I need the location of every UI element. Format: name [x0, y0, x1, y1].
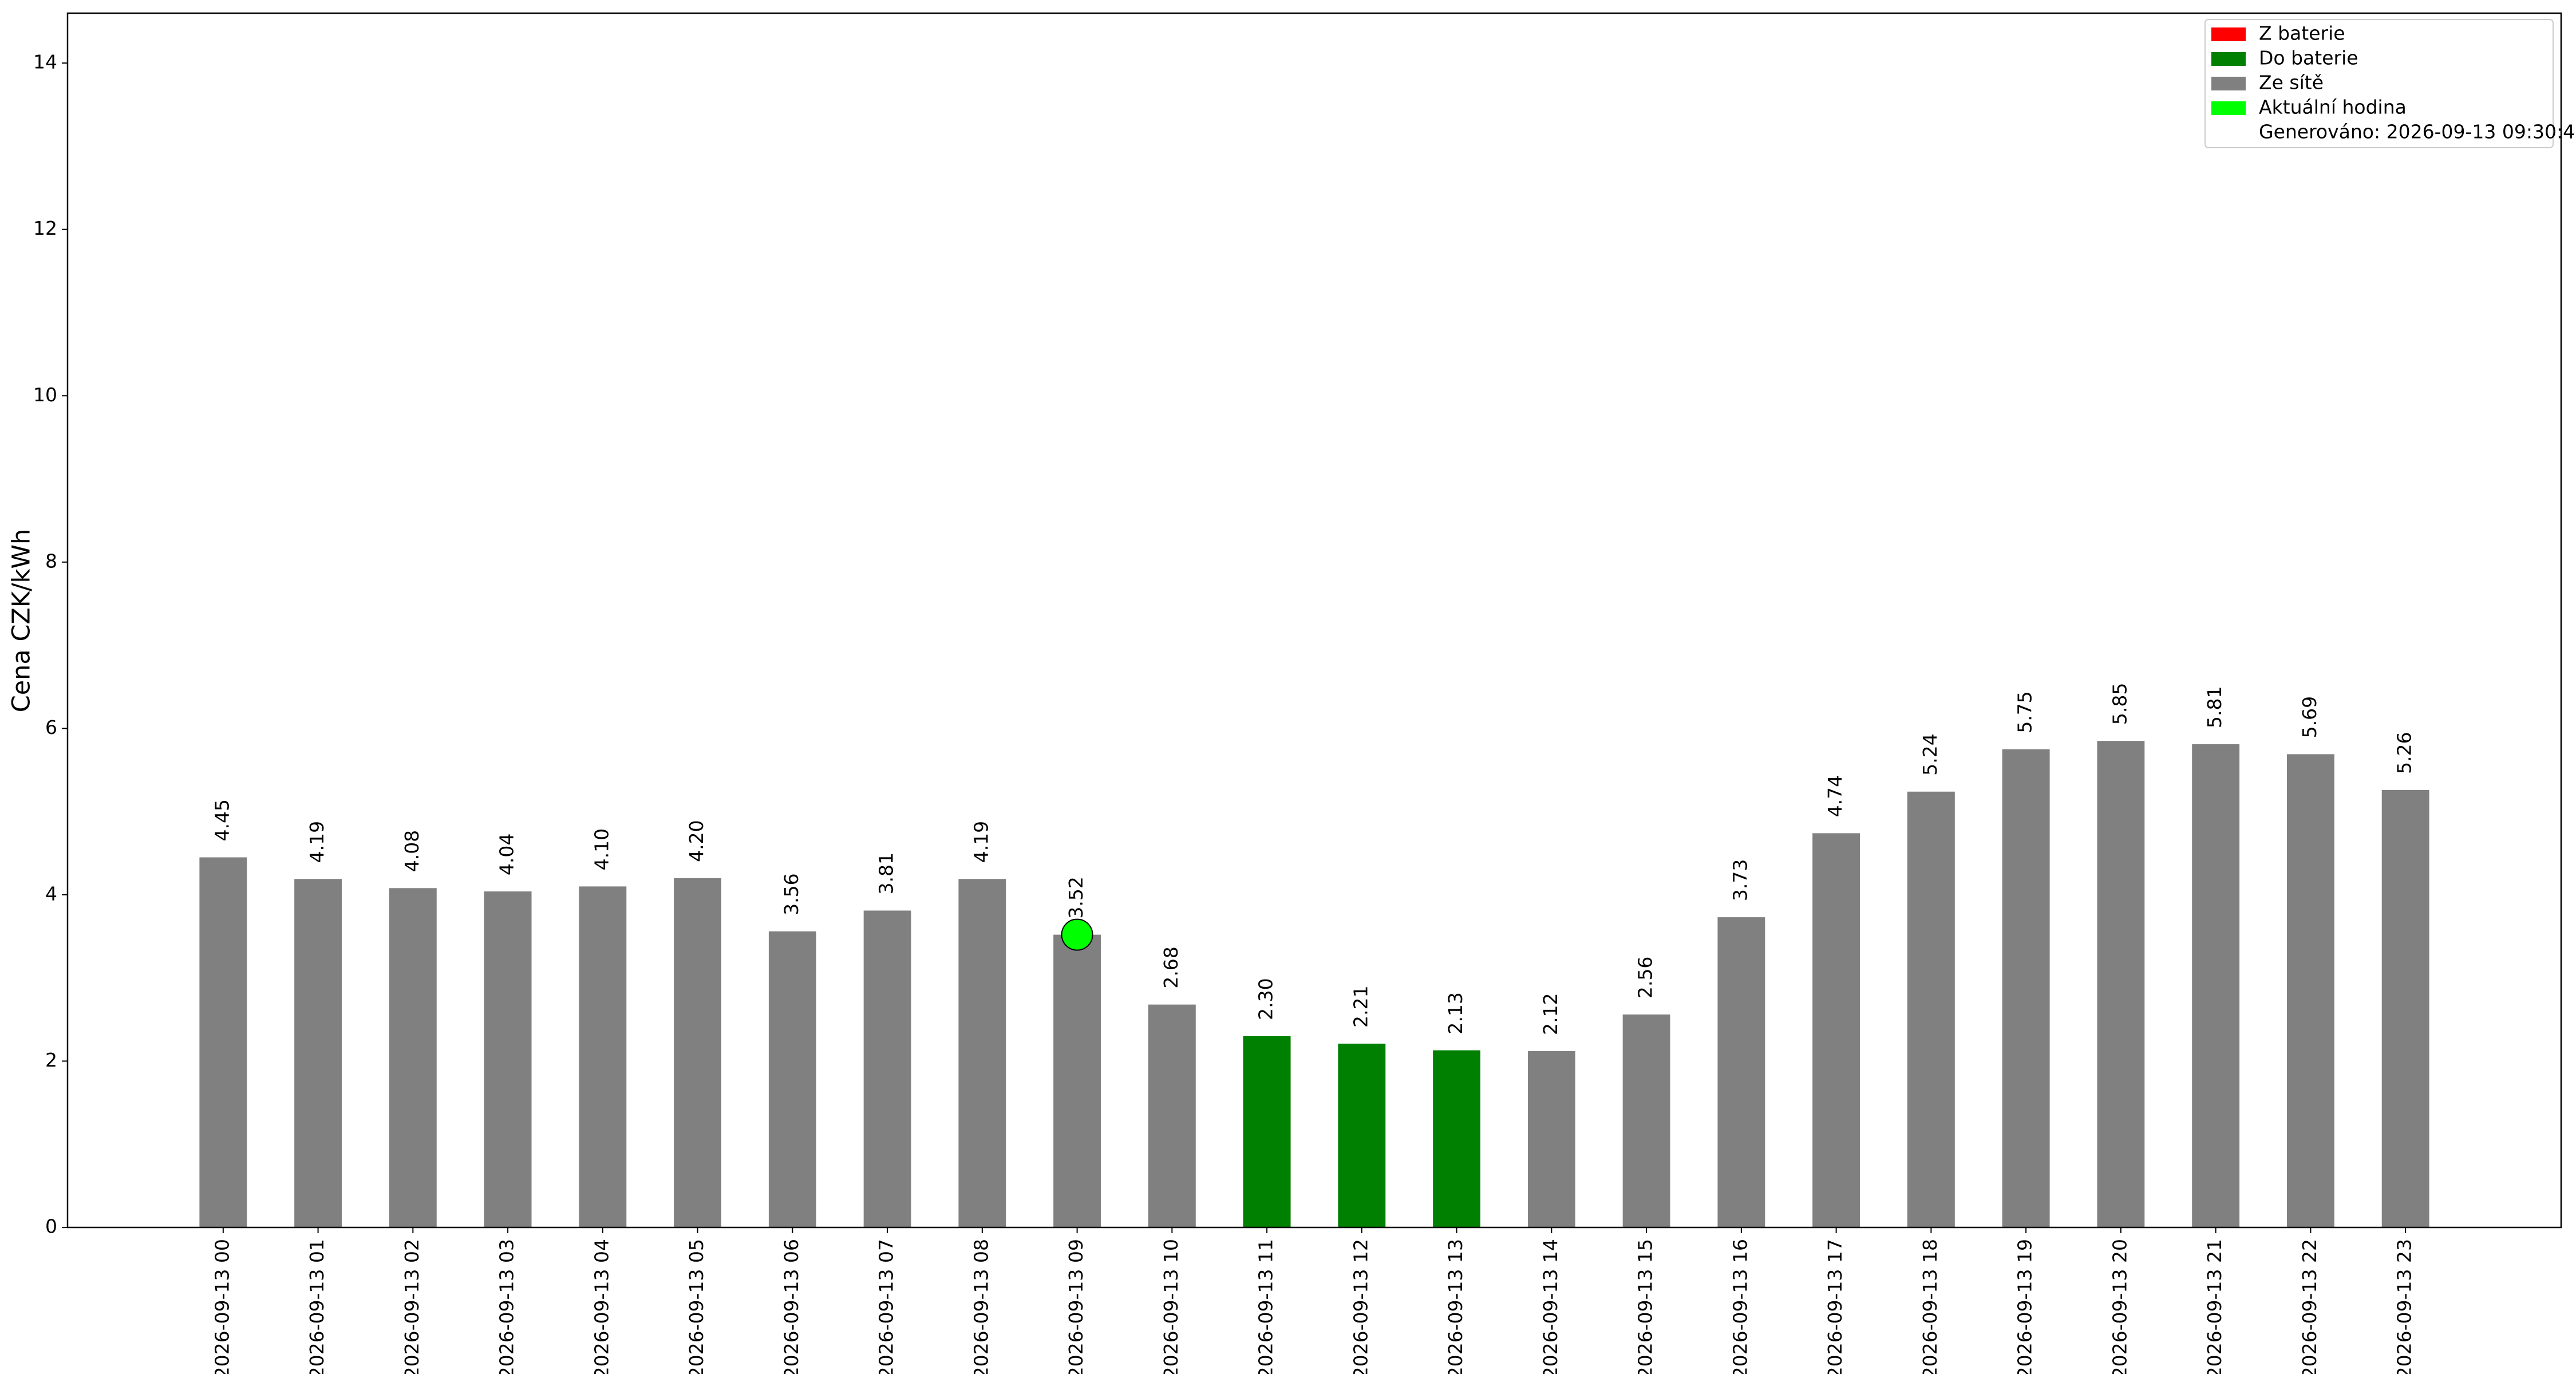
y-axis-label: Cena CZK/kWh — [7, 529, 36, 713]
value-label: 2.12 — [1539, 993, 1562, 1035]
value-label: 5.75 — [2014, 691, 2036, 733]
x-tick-label: 2026-09-13 05 — [685, 1239, 708, 1374]
value-label: 2.13 — [1444, 992, 1467, 1034]
value-label: 4.04 — [496, 834, 518, 875]
value-label: 5.81 — [2203, 686, 2226, 728]
bar — [1527, 1051, 1575, 1227]
value-label: 4.08 — [401, 830, 423, 872]
bar — [2286, 754, 2334, 1227]
y-tick-label: 0 — [45, 1215, 57, 1238]
x-tick-label: 2026-09-13 23 — [2393, 1239, 2416, 1374]
legend-swatch — [2211, 52, 2246, 66]
bar — [2002, 749, 2050, 1227]
bar — [1338, 1043, 1386, 1227]
bar — [1622, 1014, 1670, 1227]
bar — [863, 910, 911, 1227]
bar — [1053, 934, 1101, 1227]
x-tick-label: 2026-09-13 20 — [2108, 1239, 2131, 1374]
bar — [484, 891, 532, 1227]
value-label: 3.56 — [780, 873, 803, 915]
value-label: 3.73 — [1729, 859, 1751, 901]
bar — [1243, 1036, 1291, 1227]
x-tick-label: 2026-09-13 03 — [496, 1239, 518, 1374]
y-tick-label: 12 — [33, 217, 57, 239]
legend-label: Z baterie — [2259, 22, 2345, 45]
value-label: 4.19 — [970, 821, 992, 863]
bar — [199, 857, 247, 1227]
current-hour-marker — [1061, 918, 1093, 951]
x-tick-label: 2026-09-13 19 — [2014, 1239, 2036, 1374]
value-label: 5.26 — [2393, 732, 2416, 773]
x-tick-label: 2026-09-13 16 — [1729, 1239, 1751, 1374]
x-tick-label: 2026-09-13 00 — [211, 1239, 233, 1374]
x-tick-label: 2026-09-13 12 — [1349, 1239, 1372, 1374]
x-tick-label: 2026-09-13 08 — [970, 1239, 992, 1374]
y-tick-label: 14 — [33, 51, 57, 73]
legend-swatch — [2211, 27, 2246, 41]
x-tick-label: 2026-09-13 15 — [1634, 1239, 1657, 1374]
value-label: 2.56 — [1634, 957, 1657, 998]
x-tick-label: 2026-09-13 04 — [590, 1239, 613, 1374]
bar — [674, 878, 722, 1227]
plot-frame — [66, 12, 2562, 1229]
x-tick-label: 2026-09-13 01 — [306, 1239, 328, 1374]
value-label: 5.85 — [2108, 683, 2131, 725]
legend-label: Aktuální hodina — [2259, 96, 2407, 119]
bar — [958, 879, 1006, 1227]
y-tick-label: 6 — [45, 716, 57, 739]
bar — [2381, 789, 2429, 1227]
value-label: 4.45 — [211, 799, 233, 841]
value-label: 3.52 — [1065, 876, 1087, 918]
x-tick-label: 2026-09-13 21 — [2203, 1239, 2226, 1374]
bar — [1717, 917, 1765, 1227]
bar — [579, 886, 627, 1227]
bar — [2192, 744, 2240, 1227]
value-label: 5.69 — [2298, 696, 2321, 738]
value-label: 5.24 — [1919, 733, 1941, 775]
x-tick-label: 2026-09-13 11 — [1255, 1239, 1277, 1374]
value-label: 4.74 — [1824, 775, 1846, 817]
bar — [294, 879, 342, 1227]
y-tick-label: 2 — [45, 1049, 57, 1071]
value-label: 4.20 — [685, 820, 708, 862]
legend-label: Do baterie — [2259, 47, 2358, 69]
value-label: 2.30 — [1255, 978, 1277, 1020]
x-tick-label: 2026-09-13 17 — [1824, 1239, 1846, 1374]
x-tick-label: 2026-09-13 18 — [1919, 1239, 1941, 1374]
bar — [1148, 1004, 1196, 1227]
legend-box — [2204, 19, 2554, 148]
x-tick-label: 2026-09-13 13 — [1444, 1239, 1467, 1374]
x-tick-label: 2026-09-13 09 — [1065, 1239, 1087, 1374]
x-tick-label: 2026-09-13 14 — [1539, 1239, 1562, 1374]
y-tick-label: 8 — [45, 550, 57, 572]
x-tick-label: 2026-09-13 06 — [780, 1239, 803, 1374]
bar — [768, 931, 816, 1227]
y-tick-label: 10 — [33, 384, 57, 406]
legend-label: Ze sítě — [2259, 72, 2324, 94]
x-tick-label: 2026-09-13 10 — [1160, 1239, 1182, 1374]
legend-swatch — [2211, 77, 2246, 90]
bar — [1433, 1050, 1481, 1227]
x-tick-label: 2026-09-13 22 — [2298, 1239, 2321, 1374]
value-label: 4.19 — [306, 821, 328, 863]
y-tick-label: 4 — [45, 882, 57, 905]
value-label: 3.81 — [875, 852, 898, 894]
bar — [2097, 741, 2145, 1227]
bar — [389, 888, 437, 1227]
bar — [1907, 791, 1955, 1227]
x-tick-label: 2026-09-13 02 — [401, 1239, 423, 1374]
value-label: 2.21 — [1349, 985, 1372, 1027]
value-label: 4.10 — [590, 828, 613, 870]
legend-swatch — [2211, 101, 2246, 115]
value-label: 2.68 — [1160, 946, 1182, 988]
legend-note: Generováno: 2026-09-13 09:30:43 — [2259, 121, 2576, 143]
x-tick-label: 2026-09-13 07 — [875, 1239, 898, 1374]
bar — [1812, 833, 1860, 1227]
